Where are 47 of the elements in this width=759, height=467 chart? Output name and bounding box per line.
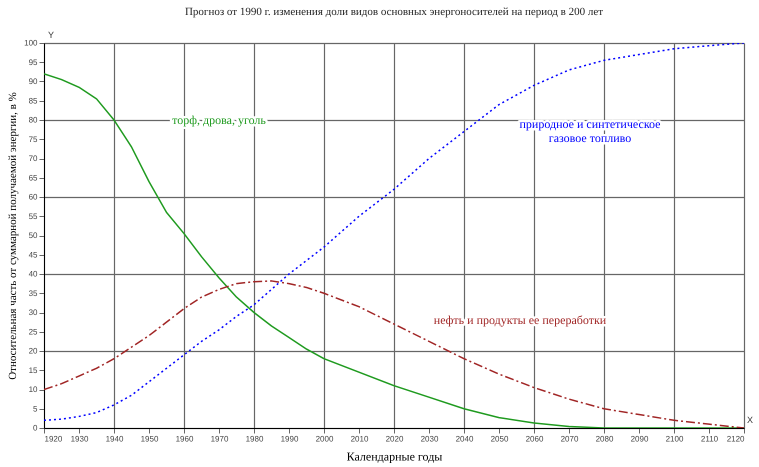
x-tick-label: 2100	[666, 434, 684, 444]
x-tick-label: 2040	[456, 434, 474, 444]
y-tick-label: 25	[28, 327, 38, 336]
x-tick-label: 2050	[490, 434, 509, 444]
y-tick-label: 60	[28, 192, 38, 202]
x-tick-label: 2060	[526, 434, 544, 444]
y-tick-label: 70	[28, 154, 38, 163]
x-tick-label: 1970	[210, 434, 229, 444]
x-tick-label: 2080	[596, 434, 614, 444]
y-tick-label: 35	[28, 288, 38, 298]
y-tick-label: 75	[28, 134, 38, 144]
y-tick-label: 20	[28, 346, 38, 356]
x-tick-label: 2090	[630, 434, 649, 444]
y-tick-label: 50	[28, 231, 38, 240]
y-tick-label: 0	[33, 424, 38, 432]
y-tick-label: 85	[28, 96, 38, 106]
y-tick-label: 15	[28, 366, 38, 375]
x-tick-label: 2070	[560, 434, 579, 444]
x-tick-label: 1950	[140, 434, 159, 444]
y-tick-label: 55	[28, 212, 38, 221]
x-tick-label: 1990	[280, 434, 299, 444]
chart-title: Прогноз от 1990 г. изменения доли видов основных энергоносителей на период в 200 лет	[184, 6, 604, 18]
x-tick-label: 1980	[246, 434, 264, 444]
x-tick-label: 1920	[44, 434, 63, 444]
x-axis-title: Календарные годы	[346, 450, 442, 464]
y-tick-label: 80	[28, 116, 38, 124]
y-tick-label: 40	[28, 270, 38, 278]
y-axis-title: Относительная часть от суммарной получаемой энергии, в %	[7, 92, 20, 380]
x-tick-label: 1960	[176, 434, 194, 444]
x-tick-label: 2000	[316, 434, 334, 444]
y-tick-label: 45	[28, 250, 38, 260]
x-tick-label: 2020	[386, 434, 404, 444]
x-tick-label: 2110	[700, 434, 719, 444]
text: X	[747, 415, 754, 425]
y-tick-label: 10	[28, 385, 38, 394]
x-tick-label: 2120	[726, 434, 746, 444]
x-tick-label: 2010	[350, 434, 369, 444]
y-tick-label: 65	[28, 173, 38, 182]
text: Y	[48, 30, 54, 40]
x-tick-label: 1940	[106, 434, 124, 444]
y-tick-label: 100	[24, 38, 38, 48]
x-tick-label: 2030	[420, 434, 439, 444]
y-tick-label: 30	[28, 308, 38, 317]
y-tick-label: 95	[28, 58, 38, 67]
y-tick-label: 5	[33, 404, 38, 414]
x-tick-label: 1930	[70, 434, 89, 444]
y-tick-label: 90	[28, 77, 38, 86]
